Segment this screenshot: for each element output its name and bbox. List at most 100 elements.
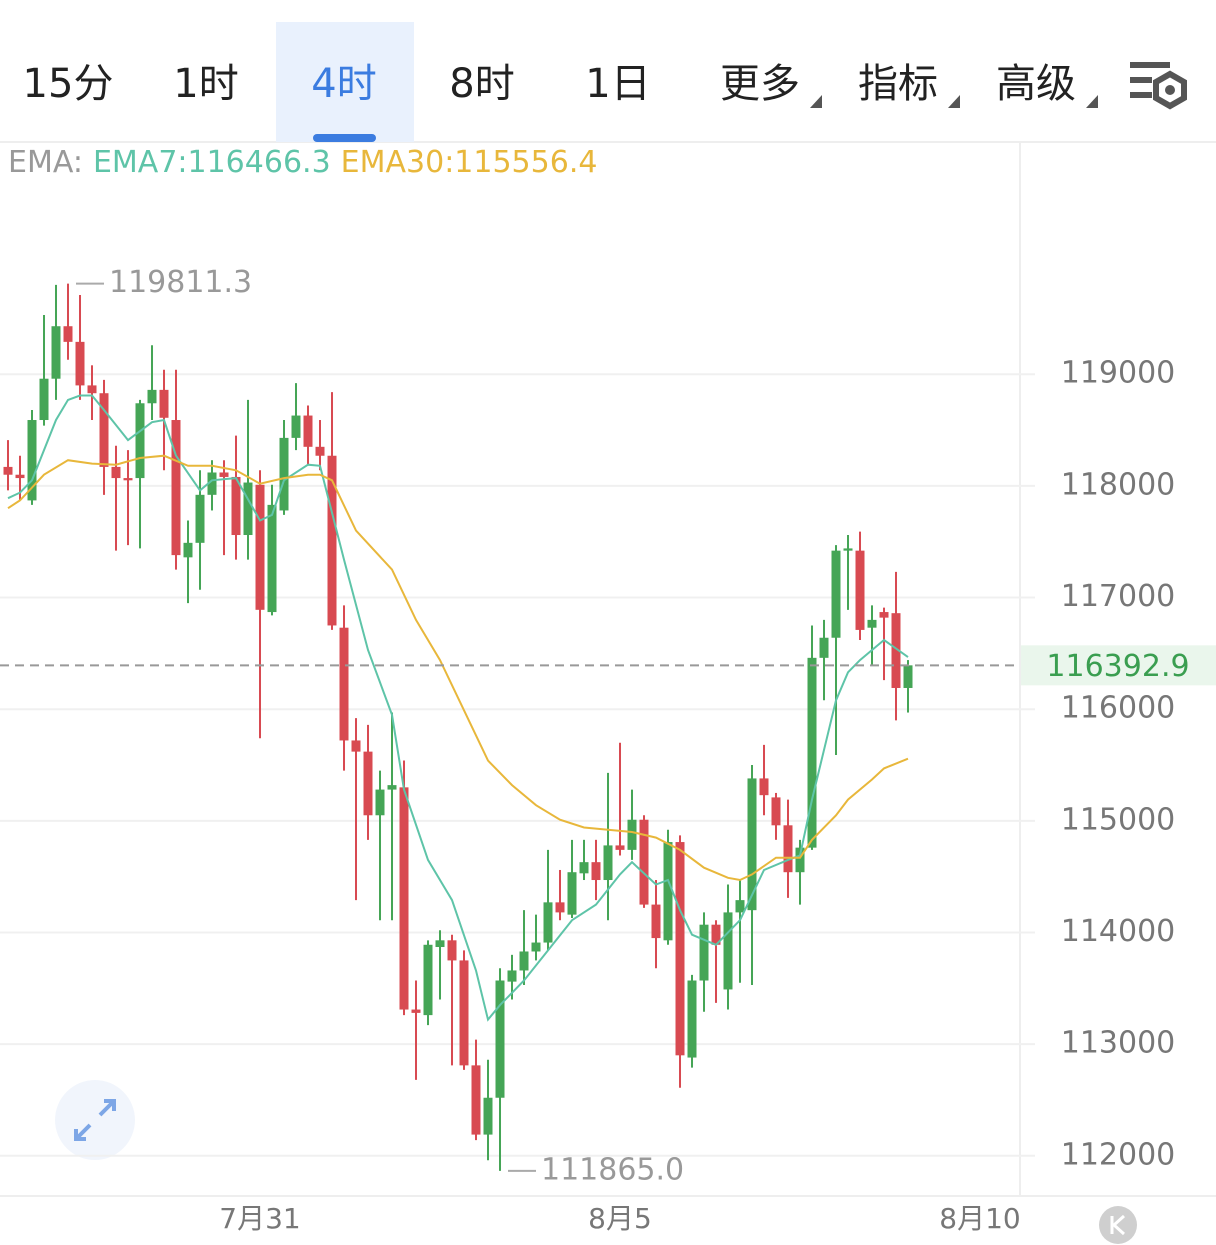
dropdown[interactable]: 更多 [720,61,800,107]
tab[interactable]: 15分 [23,61,114,107]
candle-body [603,845,613,881]
candle-body [435,940,445,948]
tab[interactable]: 4时 [311,61,376,107]
dropdown-caret [1086,95,1098,108]
candle-body [663,842,673,941]
candle-body [615,845,625,850]
zoom-circle [55,1080,135,1160]
y-tick-label: 113000 [1061,1026,1176,1061]
icon-dot [1165,85,1175,95]
tab[interactable]: 1日 [585,61,650,107]
candle-body [243,482,253,536]
candle-body [831,550,841,638]
candle-body [3,466,13,475]
candle-body [903,665,913,688]
y-tick-label: 115000 [1061,802,1176,837]
candle-body [543,902,553,943]
candle-body [303,415,313,447]
candle-body [75,341,85,386]
candle-body [399,787,409,1010]
candle-body [183,542,193,558]
x-tick-label: 8月5 [588,1202,652,1235]
icon-line [1130,62,1170,68]
settings-icon[interactable] [1130,62,1187,110]
last-price-label: 116392.9 [1046,649,1189,684]
candle-body [675,842,685,1056]
low-label: 111865.0 [541,1152,684,1187]
tab[interactable]: 1时 [173,61,238,107]
candle-body [531,942,541,952]
candle-body [147,389,157,404]
tab[interactable]: 8时 [449,61,514,107]
candle-body [207,472,217,495]
candle-body [231,476,241,536]
candle-body [27,420,37,501]
candle-body [363,751,373,816]
candle-body [747,778,757,911]
candle-body [111,466,121,479]
y-tick-label: 112000 [1061,1137,1176,1172]
candle-body [735,900,745,913]
dropdown[interactable]: 指标 [858,61,938,107]
legend-item: EMA: [8,145,83,180]
candle-body [339,627,349,741]
legend-item: EMA7:116466.3 [93,145,331,180]
candle-body [687,980,697,1058]
candle-body [315,446,325,456]
candle-body [135,403,145,479]
candle-body [891,613,901,688]
candle-body [807,657,817,848]
candle-body [471,1065,481,1135]
candle-body [291,415,301,438]
ema-line [7,394,909,1022]
candle-body [423,944,433,1016]
candle-body [447,940,457,961]
candle-body [771,797,781,826]
y-tick-label: 119000 [1061,356,1176,391]
candle-body [483,1097,493,1135]
dropdown-caret [948,95,960,108]
candle-body [699,924,709,981]
candle-body [375,789,385,816]
candle-body [123,478,133,481]
legend: EMA: EMA7:116466.3 EMA30:115556.4 [8,145,597,180]
k-circle [1099,1206,1137,1244]
candle-body [519,951,529,971]
candle-body [351,740,361,752]
ema-line [7,454,909,882]
candle-body [99,393,109,467]
candle-body [759,778,769,796]
candle-body [279,437,289,511]
candle-body [195,494,205,543]
candle-body [843,548,853,551]
candle-body [39,378,49,421]
candle-body [327,455,337,626]
dropdown[interactable]: 高级 [996,61,1076,107]
x-tick-label: 7月31 [219,1202,300,1235]
tab-indicator [313,134,376,142]
y-tick-label: 114000 [1061,914,1176,949]
candle-body [627,819,637,850]
x-tick-label: 8月10 [939,1202,1020,1235]
candle-body [15,474,25,479]
candle-body [51,326,61,379]
zoom-arrows [74,1099,116,1141]
candle-body [495,980,505,1098]
candle-body [855,550,865,630]
y-tick-label: 118000 [1061,467,1176,502]
icon-line [1130,92,1152,98]
candle-body [507,970,517,982]
last-price-box [1021,645,1216,686]
icon-hex [1153,70,1187,110]
candle-body [879,612,889,618]
candle-body [723,912,733,990]
k-button[interactable] [1099,1206,1137,1244]
candle-body [567,872,577,915]
y-tick-label: 116000 [1061,691,1176,726]
zoom-button[interactable] [55,1080,135,1160]
candle-body [639,819,649,905]
tab-highlight [276,22,414,142]
candle-body [267,504,277,613]
